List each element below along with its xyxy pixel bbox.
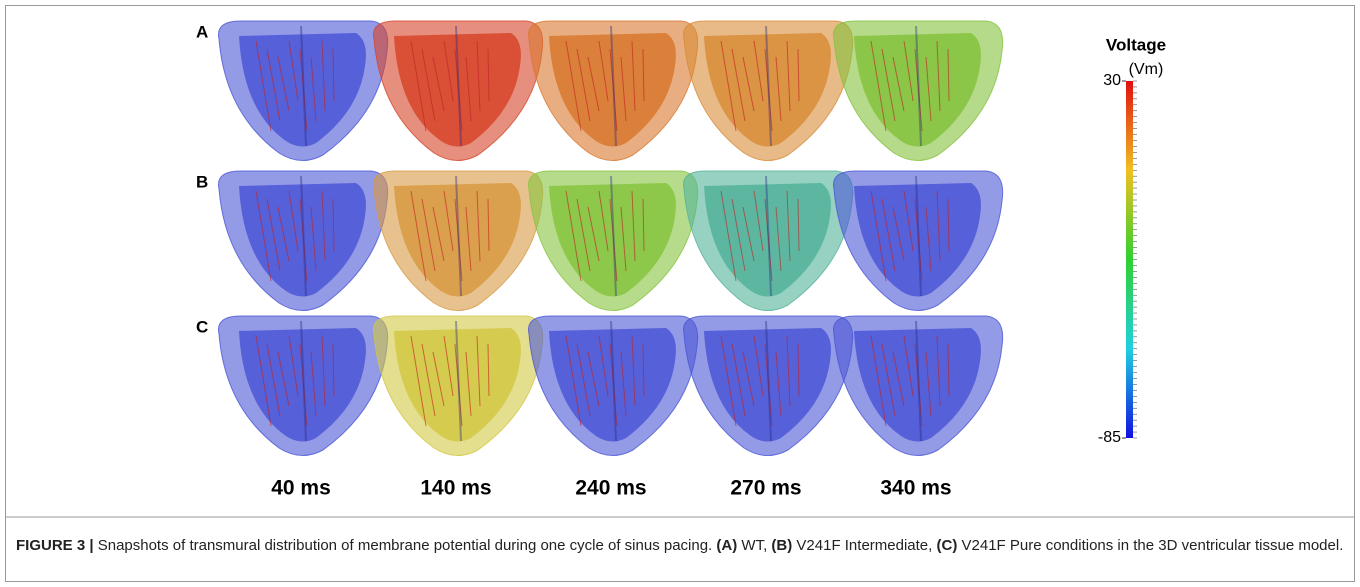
colorbar-unit: (Vm) [1129,61,1164,78]
heart-image [833,21,1002,161]
caption-text: WT, [741,537,767,554]
figure-frame: Voltage (Vm) A B C 40 ms 140 ms 240 ms 270 ms 3… [5,5,1355,582]
heart-image [373,171,542,311]
caption-text: (C) [937,537,958,554]
heart-image [373,21,542,161]
row-label: C [196,317,208,336]
caption: FIGURE 3 | Snapshots of transmural distr… [16,533,1346,558]
colorbar-title: Voltage [1106,35,1166,54]
column-label: 240 ms [575,477,646,500]
figure: Voltage (Vm) A B C 40 ms 140 ms 240 ms 270 ms 3… [6,6,1354,521]
caption-text: (A) [716,537,737,554]
heart-image [373,316,542,456]
heart-image [218,21,387,161]
row-label: A [196,22,208,41]
heart-image [833,171,1002,311]
heart-image [683,21,852,161]
colorbar-tick-label: 30 [1103,72,1121,89]
column-label: 40 ms [271,477,331,500]
colorbar-tick-label: -85 [1098,429,1121,446]
caption-text: V241F Intermediate, [796,537,932,554]
colorbar [1126,81,1133,438]
heart-image [683,171,852,311]
heart-image [528,171,697,311]
heart-image [218,316,387,456]
heart-image [218,171,387,311]
heart-image [528,21,697,161]
column-label: 270 ms [730,477,801,500]
caption-label: FIGURE 3 | [16,537,94,554]
heart-image [833,316,1002,456]
heart-image [528,316,697,456]
column-label: 140 ms [420,477,491,500]
column-label: 340 ms [880,477,951,500]
caption-text: (B) [771,537,792,554]
caption-text: V241F Pure conditions in the 3D ventricu… [962,537,1344,554]
caption-text: Snapshots of transmural distribution of … [98,537,713,554]
row-label: B [196,172,208,191]
heart-image [683,316,852,456]
